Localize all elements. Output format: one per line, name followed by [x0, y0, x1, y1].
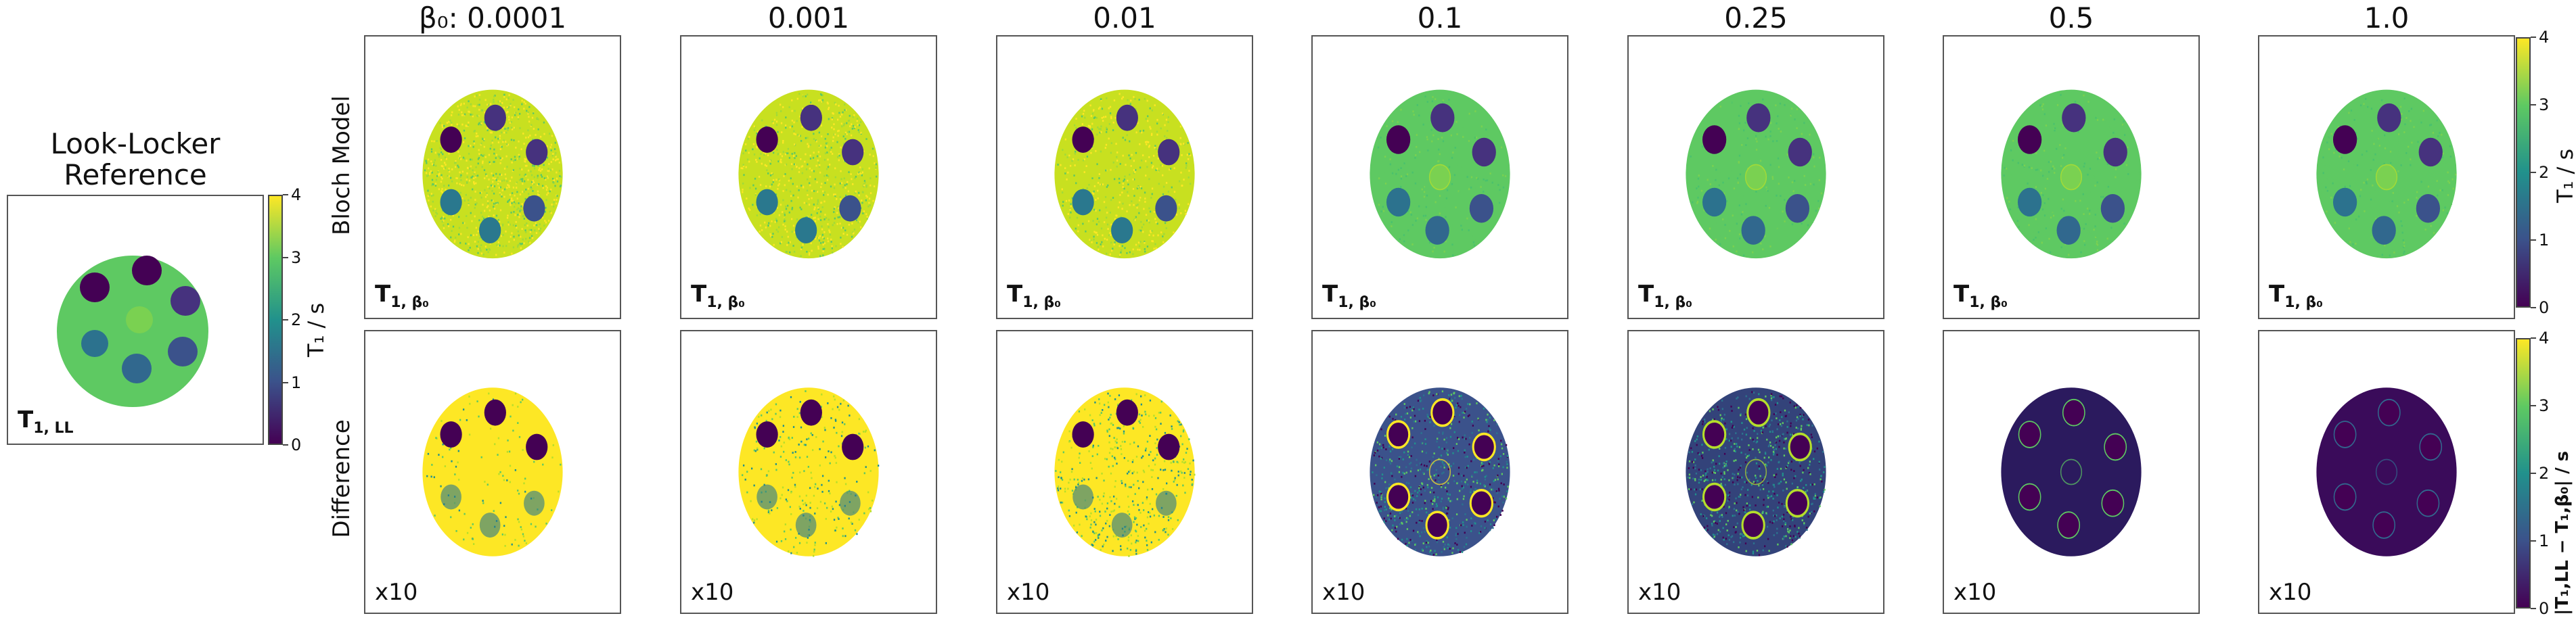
top-colorbar-tick-label: 4: [2539, 28, 2550, 47]
bottom-colorbar-tickmark: [2531, 337, 2536, 339]
reference-colorbar-tick-label: 4: [291, 185, 302, 204]
reference-colorbar-tickmark: [283, 444, 288, 446]
top-colorbar-tick-label: 0: [2539, 298, 2550, 317]
top-colorbar-tickmark: [2531, 104, 2536, 105]
difference-panel: x10: [1943, 330, 2200, 614]
bloch-phantom: [738, 89, 879, 259]
reference-panel: T1, LL: [7, 195, 264, 445]
difference-scale-label: x10: [1007, 579, 1050, 606]
bottom-colorbar-tick-label: 4: [2539, 329, 2550, 348]
bloch-phantom: [1054, 89, 1195, 259]
difference-phantom: [1686, 387, 1826, 556]
top-colorbar-tickmark: [2531, 37, 2536, 38]
reference-title: Look-Locker Reference: [7, 128, 264, 191]
difference-scale-label: x10: [1953, 579, 1997, 606]
reference-colorbar-tick-label: 1: [291, 373, 302, 392]
difference-panel: x10: [996, 330, 1253, 614]
column-title: β₀: 0.0001: [418, 1, 567, 34]
bloch-panel-label: T1, β₀: [1638, 281, 1692, 311]
bottom-colorbar: [2516, 338, 2531, 609]
bloch-model-panel: T1, β₀: [996, 35, 1253, 319]
bottom-colorbar-tick-label: 3: [2539, 396, 2550, 415]
difference-panel: x10: [1627, 330, 1884, 614]
difference-scale-label: x10: [691, 579, 734, 606]
bloch-phantom: [2001, 89, 2142, 259]
bottom-colorbar-tick-label: 1: [2539, 531, 2550, 550]
row-label-difference: Difference: [328, 419, 355, 538]
bloch-model-panel: T1, β₀: [364, 35, 621, 319]
reference-colorbar-tick-label: 2: [291, 310, 302, 329]
column-title: 0.1: [1417, 1, 1463, 34]
bloch-model-panel: T1, β₀: [1311, 35, 1568, 319]
difference-phantom: [2001, 387, 2142, 556]
difference-scale-label: x10: [375, 579, 418, 606]
difference-scale-label: x10: [1638, 579, 1681, 606]
bottom-colorbar-label: |T₁,LL − T₁,β₀| / s: [2552, 450, 2573, 615]
top-colorbar-tick-label: 2: [2539, 163, 2550, 182]
difference-scale-label: x10: [1322, 579, 1365, 606]
bloch-phantom: [2316, 89, 2457, 259]
bloch-panel-label: T1, β₀: [691, 281, 745, 311]
reference-colorbar-tickmark: [283, 319, 288, 320]
difference-phantom: [738, 387, 880, 557]
reference-title-line1: Look-Locker: [50, 127, 221, 160]
reference-colorbar: [268, 195, 283, 445]
column-title: 0.01: [1093, 1, 1156, 34]
difference-panel: x10: [1311, 330, 1568, 614]
top-colorbar-tick-label: 3: [2539, 95, 2550, 114]
bottom-colorbar-tick-label: 2: [2539, 464, 2550, 483]
bloch-model-panel: T1, β₀: [1943, 35, 2200, 319]
reference-panel-label: T1, LL: [18, 406, 74, 437]
bloch-phantom: [422, 89, 563, 259]
bloch-panel-label: T1, β₀: [2269, 281, 2323, 311]
reference-colorbar-tick-label: 3: [291, 247, 302, 267]
bloch-model-panel: T1, β₀: [680, 35, 937, 319]
difference-panel: x10: [364, 330, 621, 614]
top-colorbar-tickmark: [2531, 307, 2536, 308]
bloch-panel-label: T1, β₀: [1322, 281, 1376, 311]
bloch-phantom: [1370, 89, 1510, 259]
column-title: 0.001: [767, 1, 850, 34]
reference-title-line2: Reference: [64, 158, 207, 191]
reference-colorbar-tickmark: [283, 194, 288, 195]
column-title: 0.5: [2048, 1, 2094, 34]
top-colorbar-tickmark: [2531, 239, 2536, 241]
top-colorbar-tickmark: [2531, 172, 2536, 173]
bottom-colorbar-tickmark: [2531, 405, 2536, 406]
column-title: 1.0: [2364, 1, 2410, 34]
bottom-colorbar-tick-label: 0: [2539, 599, 2550, 618]
bottom-colorbar-tickmark: [2531, 540, 2536, 542]
bottom-colorbar-tickmark: [2531, 608, 2536, 609]
bottom-colorbar-tickmark: [2531, 473, 2536, 474]
bloch-model-panel: T1, β₀: [2258, 35, 2515, 319]
reference-phantom: [57, 256, 208, 407]
top-colorbar-label: T₁ / s: [2552, 148, 2576, 203]
difference-panel: x10: [680, 330, 937, 614]
reference-colorbar-tickmark: [283, 381, 288, 383]
difference-phantom: [2316, 387, 2457, 556]
difference-panel: x10: [2258, 330, 2515, 614]
bloch-model-panel: T1, β₀: [1627, 35, 1884, 319]
difference-scale-label: x10: [2269, 579, 2312, 606]
top-colorbar: [2516, 37, 2531, 308]
row-label-bloch-model: Bloch Model: [328, 95, 355, 235]
bloch-phantom: [1686, 89, 1826, 259]
difference-phantom: [1370, 387, 1510, 556]
bloch-panel-label: T1, β₀: [1007, 281, 1061, 311]
bloch-panel-label: T1, β₀: [1953, 281, 2008, 311]
difference-phantom: [422, 387, 563, 556]
top-colorbar-tick-label: 1: [2539, 231, 2550, 249]
difference-phantom: [1054, 387, 1196, 557]
reference-colorbar-label: T₁ / s: [303, 302, 329, 357]
column-title: 0.25: [1724, 1, 1788, 34]
bloch-panel-label: T1, β₀: [375, 281, 429, 311]
reference-colorbar-tickmark: [283, 256, 288, 258]
reference-colorbar-tick-label: 0: [291, 435, 302, 454]
